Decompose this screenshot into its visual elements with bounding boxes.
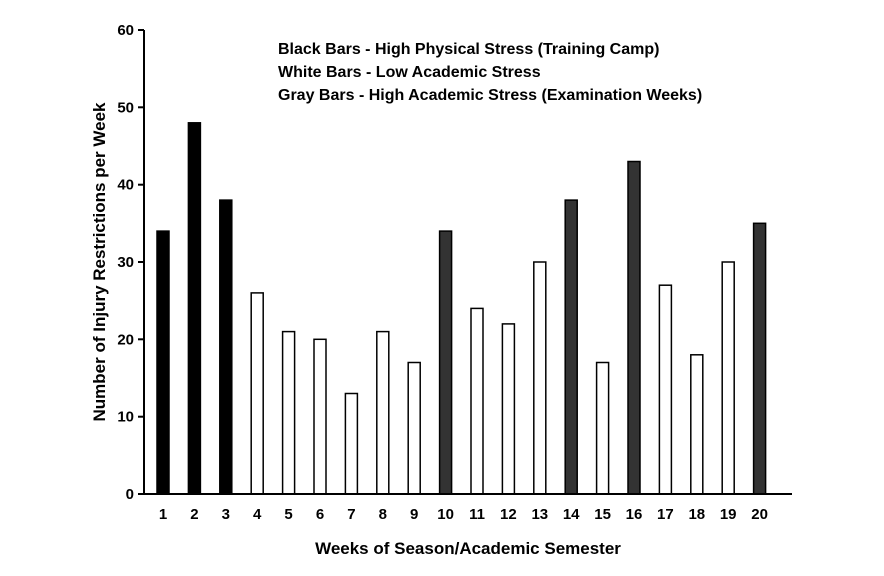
x-tick-label: 7 xyxy=(347,506,355,523)
x-tick-label: 15 xyxy=(594,506,611,523)
y-tick-label: 50 xyxy=(117,99,134,116)
x-tick-label: 11 xyxy=(469,506,485,523)
bar-week-12 xyxy=(501,323,516,495)
y-tick-label: 40 xyxy=(117,177,134,194)
x-tick-labels: 1 2 3 4 5 6 7 8 9 10 11 12 13 14 15 16 17 18 19 20 xyxy=(159,506,768,523)
x-tick-label: 9 xyxy=(410,506,418,523)
x-tick-label: 16 xyxy=(626,506,643,523)
x-tick-label: 20 xyxy=(751,506,768,523)
x-tick-label: 5 xyxy=(284,506,292,523)
bar-week-5 xyxy=(281,330,296,495)
x-tick-label: 18 xyxy=(688,506,705,523)
bars-group xyxy=(156,122,767,495)
y-tick-label: 60 xyxy=(117,22,134,39)
bar-week-1 xyxy=(156,230,170,495)
x-tick-label: 14 xyxy=(563,506,580,523)
x-tick-label: 19 xyxy=(720,506,737,523)
x-axis-title: Weeks of Season/Academic Semester xyxy=(315,539,621,558)
bar-week-4 xyxy=(250,292,264,495)
x-tick-label: 3 xyxy=(222,506,230,523)
bar-week-14 xyxy=(564,199,578,495)
x-tick-label: 13 xyxy=(531,506,548,523)
bar-week-17 xyxy=(658,284,673,495)
bar-week-8 xyxy=(376,330,390,495)
x-tick-label: 10 xyxy=(437,506,454,523)
y-axis-title: Number of Injury Restrictions per Week xyxy=(90,102,109,422)
bar-week-6 xyxy=(313,338,327,495)
x-tick-label: 12 xyxy=(500,506,517,523)
y-tick-label: 0 xyxy=(126,486,134,503)
bar-week-18 xyxy=(690,354,704,495)
bar-week-10 xyxy=(438,230,453,495)
bar-week-7 xyxy=(344,392,359,495)
y-tick-label: 20 xyxy=(117,331,134,348)
legend-annotations: Black Bars - High Physical Stress (Train… xyxy=(278,41,702,104)
legend-line-gray: Gray Bars - High Academic Stress (Examin… xyxy=(278,87,702,104)
bar-week-3 xyxy=(219,199,233,495)
x-tick-label: 4 xyxy=(253,506,262,523)
bar-week-11 xyxy=(470,307,484,495)
y-tick-label: 30 xyxy=(117,254,134,271)
bar-week-2 xyxy=(187,122,202,495)
x-tick-label: 6 xyxy=(316,506,324,523)
bar-week-9 xyxy=(407,361,421,495)
x-tick-label: 17 xyxy=(657,506,674,523)
bar-week-13 xyxy=(533,261,547,495)
y-tick-label: 10 xyxy=(117,409,134,426)
x-tick-label: 2 xyxy=(190,506,198,523)
legend-line-black: Black Bars - High Physical Stress (Train… xyxy=(278,41,659,58)
x-tick-label: 1 xyxy=(159,506,167,523)
bar-week-19 xyxy=(721,261,735,495)
x-tick-label: 8 xyxy=(379,506,387,523)
bar-week-20 xyxy=(752,222,767,495)
bar-week-15 xyxy=(595,361,610,495)
legend-line-white: White Bars - Low Academic Stress xyxy=(278,64,541,81)
bar-week-16 xyxy=(627,160,641,495)
y-ticks: 0 10 20 30 40 50 60 xyxy=(117,22,144,503)
